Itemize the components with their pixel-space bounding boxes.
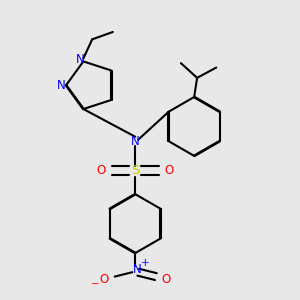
Text: O: O: [97, 164, 106, 177]
Text: N: N: [57, 79, 66, 92]
Text: O: O: [164, 164, 174, 177]
Text: N: N: [131, 135, 140, 148]
Text: N: N: [76, 53, 85, 66]
Text: O: O: [100, 273, 109, 286]
Text: O: O: [162, 273, 171, 286]
Text: N: N: [132, 263, 141, 276]
Text: S: S: [131, 164, 140, 177]
Text: +: +: [141, 258, 150, 268]
Text: −: −: [91, 279, 100, 289]
